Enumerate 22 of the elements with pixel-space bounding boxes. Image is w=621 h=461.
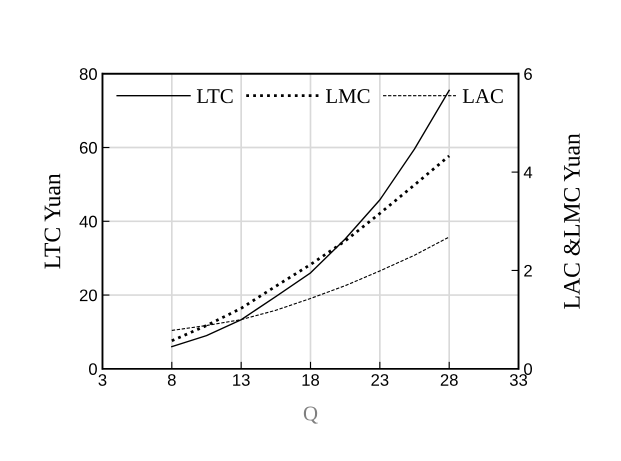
y-axis-title: LTC Yuan — [44, 174, 60, 269]
y-tick-label: 40 — [79, 216, 97, 228]
legend-label: LTC — [196, 89, 233, 104]
y2-tick-label: 6 — [524, 68, 532, 80]
y2-tick-label: 4 — [524, 166, 532, 178]
legend-label: LAC — [462, 89, 503, 104]
y2-tick-label: 2 — [524, 264, 532, 276]
y-tick-label: 0 — [88, 363, 97, 376]
y-tick-label: 60 — [80, 142, 97, 154]
x-axis-title: Q — [304, 406, 318, 424]
x-tick-label: 3 — [98, 374, 106, 386]
x-tick-label: 18 — [302, 374, 320, 386]
x-tick-label: 8 — [168, 374, 176, 386]
y2-tick-label: 0 — [524, 363, 532, 376]
x-tick-label: 13 — [233, 374, 250, 386]
legend-label: LMC — [326, 89, 370, 104]
x-tick-label: 23 — [371, 374, 388, 386]
x-tick-label: 33 — [510, 374, 528, 386]
y-tick-label: 20 — [80, 289, 97, 302]
y-tick-label: 80 — [80, 68, 97, 80]
x-tick-label: 28 — [440, 374, 458, 386]
y2-axis-title: LAC &LMC Yuan — [564, 134, 580, 309]
